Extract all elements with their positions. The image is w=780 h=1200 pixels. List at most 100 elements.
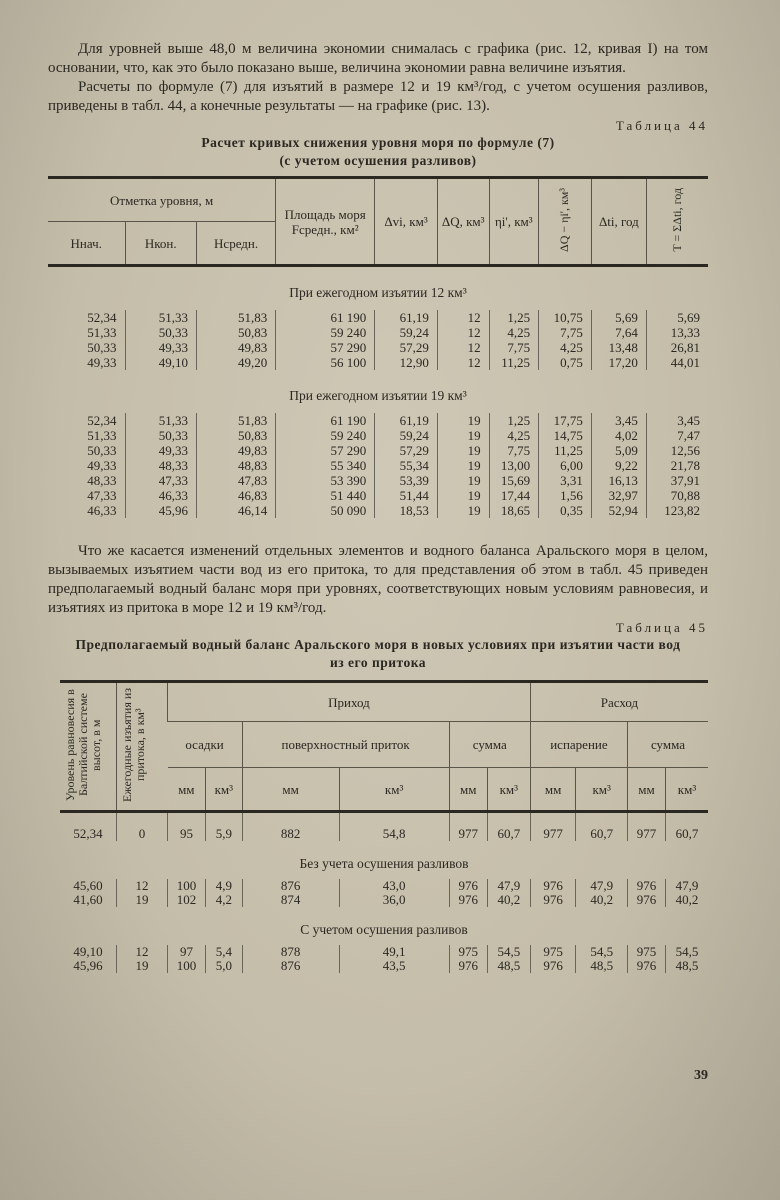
table-cell: 50 090 [275,503,375,518]
table-cell: 26,81 [645,340,708,355]
table-cell: 49,83 [195,443,276,458]
table-cell: 44,01 [645,355,708,370]
header-unit: мм [178,781,195,797]
header-h-mean: Hсредн. [195,221,276,266]
table-cell: 45,96 [124,503,197,518]
table-cell: 13,33 [645,325,708,340]
header-unit: км³ [338,767,450,812]
table-row: 50,33 49,33 49,83 57 290 57,29 12 7,75 4,25 13,4… [48,340,708,355]
table-cell: 49,10 [73,944,103,959]
table-cell: 52,94 [590,503,647,518]
table-row: 50,33 49,33 49,83 57 290 57,29 19 7,75 11,25 5,0… [48,443,708,458]
table-cell: 50,33 [87,443,117,458]
table-row: 49,33 49,10 49,20 56 100 12,90 12 11,25 0,75 17,… [48,355,708,370]
table-cell: 6,00 [538,458,592,473]
table-cell: 51,33 [87,325,117,340]
table-cell: 9,22 [590,458,647,473]
section-row: При ежегодном изъятии 19 км³ [48,370,708,413]
table-cell: 12 [436,325,490,340]
table-cell: 50,83 [195,428,276,443]
section-title: При ежегодном изъятии 19 км³ [289,388,467,403]
header-unit: мм [529,767,576,812]
header-h-start: Hнач. [70,235,102,251]
table-cell: 102 [166,893,206,907]
table-44: Отметка уровня, м Площадь моря Fсредн., … [48,176,708,518]
table-cell: 874 [241,893,340,907]
header-t: T = ΣΔti, год [645,177,708,266]
table-cell: 60,7 [575,811,628,841]
header-group: сумма [448,721,531,768]
page-number: 39 [694,1068,708,1083]
table-cell: 59,24 [374,428,438,443]
table-cell: 17,44 [488,488,539,503]
table-cell: 97 [166,945,206,959]
table-row: 46,33 45,96 46,14 50 090 18,53 19 18,65 0,35 52,… [48,503,708,518]
table-45: Уровень равновесия в Балтийской системе … [60,680,708,973]
table-cell: 49,33 [87,458,117,473]
header-unit: км³ [575,767,628,812]
header-eta: ηi', км³ [488,177,539,266]
table-cell: 49,20 [195,355,276,370]
table-cell: 12 [116,879,168,893]
header-unit: мм [626,767,666,812]
table-cell: 52,34 [87,413,117,428]
table-cell: 49,33 [87,355,117,370]
header-dq-minus-eta: ΔQ − ηi', км³ [538,177,592,266]
table-cell: 4,02 [590,428,647,443]
intro-paragraph-2: Расчеты по формуле (7) для изъятий в раз… [48,79,708,114]
table-cell: 47,83 [195,473,276,488]
table-cell: 21,78 [645,458,708,473]
table-cell: 976 [448,879,488,893]
table-cell: 47,9 [665,879,708,893]
table-cell: 876 [241,879,340,893]
table-cell: 12 [436,355,490,370]
table-cell: 59 240 [275,325,375,340]
table-cell: 48,33 [87,473,117,488]
table-cell: 1,25 [488,413,539,428]
table-cell: 19 [436,458,490,473]
table-cell: 878 [241,945,340,959]
table-cell: 10,75 [538,310,592,325]
section-row: Без учета осушения разливов [60,841,708,879]
table-cell: 43,5 [338,959,450,973]
table-cell: 54,5 [665,945,708,959]
table-cell: 61 190 [275,413,375,428]
table-cell: 19 [436,503,490,518]
header-unit: км³ [205,767,243,812]
table-cell: 60,7 [665,811,708,841]
table-cell: 4,2 [205,893,243,907]
table-44-subtitle: (с учетом осушения разливов) [279,153,477,168]
table-cell: 7,75 [488,340,539,355]
table-cell: 47,9 [575,879,628,893]
table-cell: 977 [529,811,576,841]
table-row: 49,33 48,33 48,83 55 340 55,34 19 13,00 6,00 9,2… [48,458,708,473]
table-cell: 5,09 [590,443,647,458]
table-cell: 16,13 [590,473,647,488]
intro-paragraph-1: Для уровней выше 48,0 м величина экономи… [48,41,708,76]
table-cell: 50,33 [124,325,197,340]
table-cell: 3,45 [590,413,647,428]
table-cell: 45,96 [73,958,103,973]
header-unit: мм [241,767,340,812]
table-cell: 50,83 [195,325,276,340]
table-cell: 19 [436,413,490,428]
table-cell: 49,83 [195,340,276,355]
header-dt: Δti, год [590,177,647,266]
table-cell: 975 [626,945,666,959]
table-cell: 4,25 [538,340,592,355]
table-cell: 14,75 [538,428,592,443]
header-group: испарение [529,721,628,768]
table-cell: 55,34 [374,458,438,473]
table-cell: 49,10 [124,355,197,370]
table-cell: 0,35 [538,503,592,518]
table-row: 45,96 19 100 5,0 876 43,5 976 48,5 976 48,5 976 48,… [60,959,708,973]
table-cell: 7,75 [538,325,592,340]
table-cell: 57 290 [275,443,375,458]
table-row: 51,33 50,33 50,83 59 240 59,24 12 4,25 7,75 7,64… [48,325,708,340]
table-cell: 46,33 [87,503,117,518]
header-dv: Δvi, км³ [374,177,438,266]
header-group-level: Отметка уровня, м [48,177,276,222]
table-cell: 5,4 [205,945,243,959]
table-cell: 50,33 [124,428,197,443]
table-cell: 19 [116,959,168,973]
